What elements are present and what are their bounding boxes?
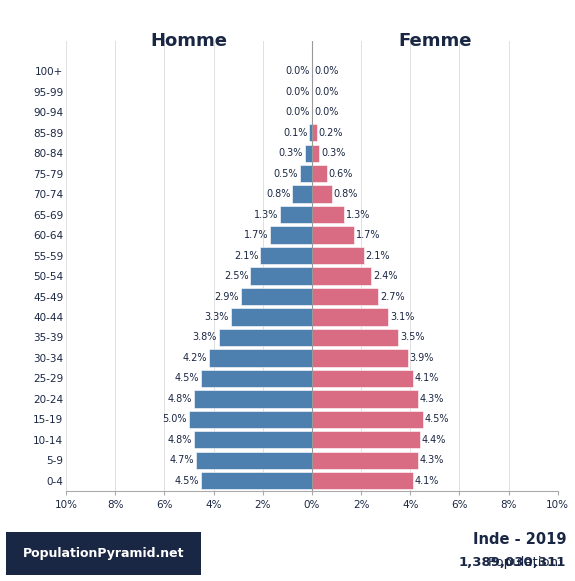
- Bar: [197, 451, 312, 469]
- Text: Population:: Population:: [488, 556, 566, 569]
- Bar: [312, 206, 344, 223]
- Text: Inde - 2019: Inde - 2019: [473, 532, 566, 547]
- Text: 0.0%: 0.0%: [314, 87, 338, 97]
- Text: 5.0%: 5.0%: [163, 414, 187, 424]
- Text: 2.5%: 2.5%: [224, 271, 248, 281]
- Bar: [241, 288, 312, 305]
- Text: 4.8%: 4.8%: [167, 435, 192, 445]
- Text: 4.5%: 4.5%: [424, 414, 449, 424]
- Bar: [292, 185, 312, 203]
- Bar: [312, 227, 354, 244]
- Text: 3.9%: 3.9%: [410, 353, 434, 363]
- Bar: [201, 370, 312, 387]
- Text: 3.1%: 3.1%: [390, 312, 415, 322]
- Bar: [312, 288, 378, 305]
- Text: 1.3%: 1.3%: [346, 210, 370, 220]
- Text: 4.4%: 4.4%: [422, 435, 446, 445]
- Text: 1.7%: 1.7%: [244, 230, 268, 240]
- Bar: [312, 451, 417, 469]
- Text: 1,389,030,311: 1,389,030,311: [459, 556, 566, 569]
- Text: 4.5%: 4.5%: [175, 374, 200, 383]
- Text: 4.1%: 4.1%: [415, 476, 439, 486]
- Text: 0.0%: 0.0%: [286, 107, 310, 117]
- Text: 1.3%: 1.3%: [254, 210, 278, 220]
- Text: Femme: Femme: [398, 32, 472, 50]
- Bar: [251, 267, 312, 285]
- Text: 0.0%: 0.0%: [314, 107, 338, 117]
- Text: 4.1%: 4.1%: [415, 374, 439, 383]
- Text: 0.2%: 0.2%: [319, 128, 343, 138]
- Bar: [312, 349, 408, 367]
- Text: 1.7%: 1.7%: [356, 230, 380, 240]
- Text: 0.3%: 0.3%: [278, 148, 302, 158]
- Bar: [312, 329, 398, 346]
- Text: 2.4%: 2.4%: [373, 271, 397, 281]
- Bar: [270, 227, 312, 244]
- Text: 2.1%: 2.1%: [234, 250, 258, 260]
- Text: PopulationPyramid.net: PopulationPyramid.net: [23, 547, 184, 560]
- Bar: [209, 349, 312, 367]
- Bar: [189, 411, 312, 428]
- Text: 3.8%: 3.8%: [192, 332, 217, 342]
- Text: 0.0%: 0.0%: [286, 66, 310, 76]
- Bar: [312, 431, 420, 449]
- Text: 4.3%: 4.3%: [420, 456, 444, 465]
- Bar: [218, 329, 312, 346]
- Bar: [312, 472, 413, 489]
- Bar: [300, 165, 312, 182]
- Bar: [312, 309, 388, 326]
- Bar: [231, 309, 312, 326]
- Bar: [312, 165, 327, 182]
- Text: 4.5%: 4.5%: [175, 476, 200, 486]
- Text: 0.1%: 0.1%: [283, 128, 308, 138]
- Bar: [305, 145, 312, 162]
- Bar: [194, 431, 312, 449]
- Bar: [312, 267, 371, 285]
- Bar: [312, 124, 317, 141]
- Text: 2.1%: 2.1%: [366, 250, 390, 260]
- Text: Homme: Homme: [151, 32, 228, 50]
- Text: 4.2%: 4.2%: [182, 353, 207, 363]
- Bar: [194, 390, 312, 407]
- Bar: [312, 247, 363, 264]
- Text: 0.5%: 0.5%: [273, 168, 298, 179]
- Bar: [312, 390, 417, 407]
- Text: 0.0%: 0.0%: [314, 66, 338, 76]
- Bar: [312, 370, 413, 387]
- Bar: [201, 472, 312, 489]
- Text: 0.8%: 0.8%: [266, 189, 290, 199]
- Text: 2.9%: 2.9%: [214, 292, 239, 302]
- Bar: [280, 206, 312, 223]
- Text: 0.0%: 0.0%: [286, 87, 310, 97]
- Text: 4.3%: 4.3%: [420, 394, 444, 404]
- Bar: [312, 145, 319, 162]
- Text: 0.8%: 0.8%: [334, 189, 358, 199]
- Text: 4.8%: 4.8%: [167, 394, 192, 404]
- Bar: [260, 247, 312, 264]
- Text: 3.5%: 3.5%: [400, 332, 424, 342]
- Text: 0.6%: 0.6%: [329, 168, 353, 179]
- Bar: [312, 185, 332, 203]
- Text: 0.3%: 0.3%: [321, 148, 346, 158]
- Text: 3.3%: 3.3%: [205, 312, 229, 322]
- Bar: [309, 124, 312, 141]
- Text: 4.7%: 4.7%: [170, 456, 194, 465]
- Text: 2.7%: 2.7%: [380, 292, 405, 302]
- Bar: [312, 411, 423, 428]
